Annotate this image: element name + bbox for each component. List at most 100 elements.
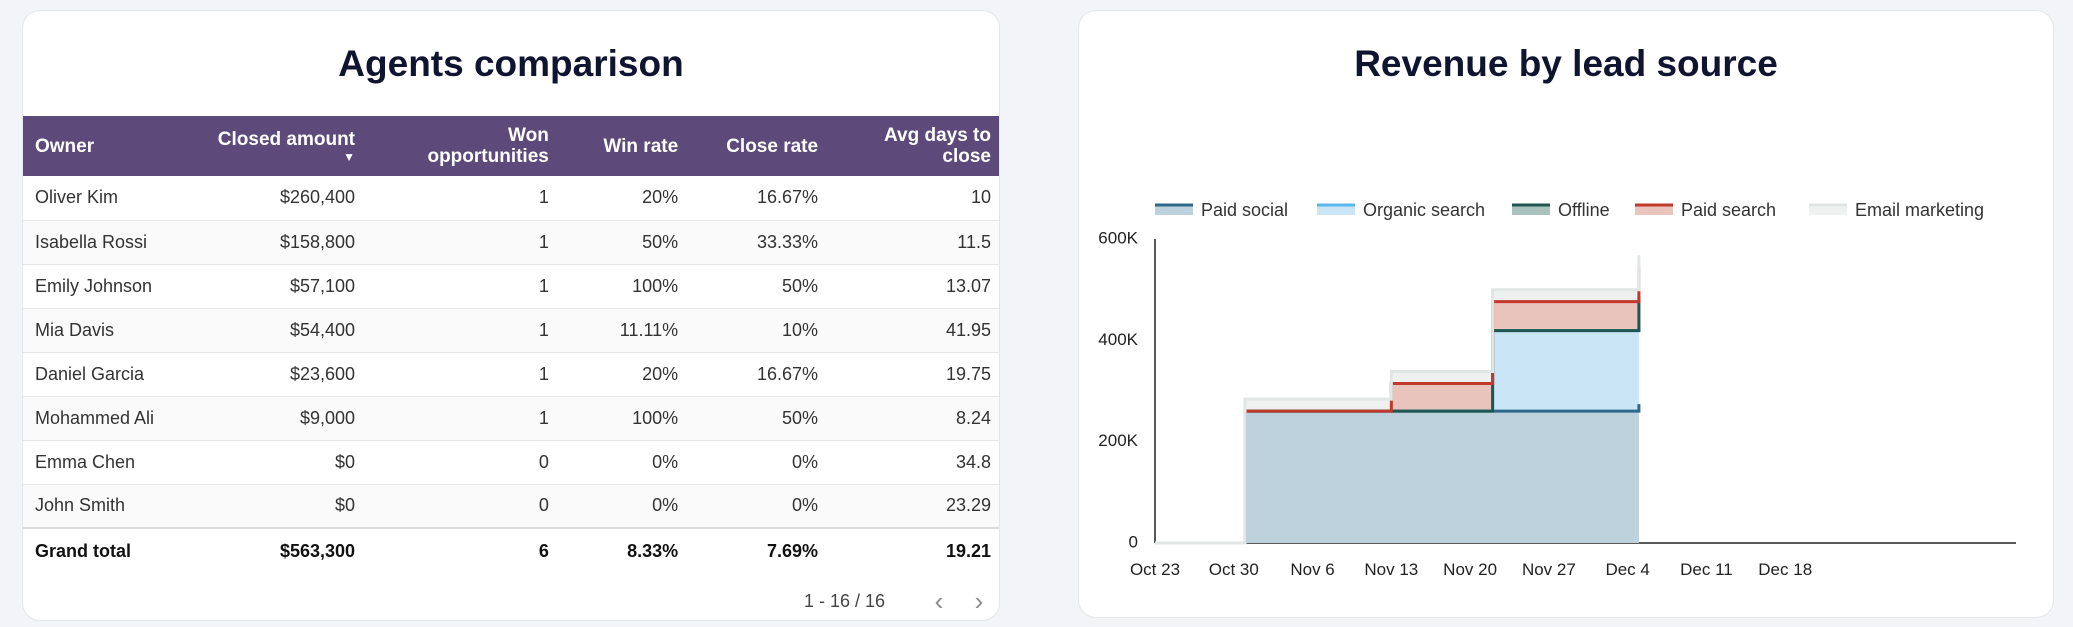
table-cell: 8.24 xyxy=(955,407,991,428)
column-header-1[interactable]: Closed amount ▼ xyxy=(182,116,365,176)
column-header-label: close xyxy=(942,146,991,167)
column-header-5[interactable]: Avg days to close xyxy=(828,116,999,176)
table-cell: $54,400 xyxy=(289,319,356,340)
table-cell: 50% xyxy=(782,275,819,296)
table-cell: 0% xyxy=(652,495,679,516)
legend-swatch xyxy=(1635,205,1673,215)
table-cell: Emma Chen xyxy=(35,451,136,472)
table-cell: $57,100 xyxy=(289,275,356,296)
table-cell: 23.29 xyxy=(945,495,991,516)
table-cell: 1 xyxy=(538,231,549,252)
table-cell: 13.07 xyxy=(945,275,991,296)
legend-swatch xyxy=(1317,205,1355,215)
table-header-row: Owner Closed amount ▼ Won opportunities Win r… xyxy=(23,116,999,176)
table-cell: Isabella Rossi xyxy=(35,231,148,252)
table-cell: 0 xyxy=(538,495,549,516)
x-tick-label: Oct 23 xyxy=(1130,560,1180,579)
legend-swatch xyxy=(1809,205,1847,215)
y-tick-label: 400K xyxy=(1098,330,1138,349)
grand-total-row: Grand total $563,300 6 8.33% 7.69% 19.21 xyxy=(23,528,999,574)
legend-label: Paid social xyxy=(1201,200,1288,220)
table-cell: Mohammed Ali xyxy=(35,407,155,428)
x-tick-label: Nov 6 xyxy=(1290,560,1334,579)
table-cell: 50% xyxy=(782,407,819,428)
table-cell: 10 xyxy=(970,187,991,208)
table-cell: $23,600 xyxy=(289,363,356,384)
area-paid-social xyxy=(1155,404,1639,543)
table-cell: 100% xyxy=(632,275,679,296)
table-cell: 1 xyxy=(538,275,549,296)
column-header-2[interactable]: Won opportunities xyxy=(365,116,559,176)
x-tick-label: Nov 13 xyxy=(1364,560,1418,579)
grand-total-cell: Grand total xyxy=(35,541,132,561)
chevron-right-icon[interactable]: › xyxy=(974,586,984,616)
y-tick-label: 200K xyxy=(1098,431,1138,450)
table-cell: $260,400 xyxy=(279,187,356,208)
column-header-0[interactable]: Owner xyxy=(23,116,182,176)
column-header-3[interactable]: Win rate xyxy=(559,116,688,176)
table-cell: 19.75 xyxy=(945,363,991,384)
table-cell: 50% xyxy=(642,231,679,252)
pagination: 1 - 16 / 16 ‹ › xyxy=(804,586,999,616)
pagination-range: 1 - 16 / 16 xyxy=(803,590,885,611)
grand-total-cell: 6 xyxy=(538,541,549,561)
table-cell: Mia Davis xyxy=(35,319,115,340)
column-header-label: Close rate xyxy=(726,135,819,157)
column-header-label: Win rate xyxy=(603,135,679,157)
table-cell: $0 xyxy=(334,451,356,472)
chart-title: Revenue by lead source xyxy=(1354,43,1778,84)
table-cell: 16.67% xyxy=(757,363,819,384)
table-cell: 34.8 xyxy=(955,451,991,472)
table-cell: 41.95 xyxy=(945,319,991,340)
legend-label: Email marketing xyxy=(1855,200,1984,220)
table-cell: 0 xyxy=(538,451,549,472)
grand-total-cell: 7.69% xyxy=(767,541,819,561)
revenue-area-chart: Paid social Organic search Offline Paid sea… xyxy=(1098,200,2016,579)
x-tick-label: Dec 11 xyxy=(1680,560,1733,579)
table-cell: Oliver Kim xyxy=(35,187,119,208)
table-cell: 11.5 xyxy=(957,231,991,252)
column-header-label: Won xyxy=(508,125,549,146)
area-organic-search xyxy=(1155,323,1639,543)
x-tick-label: Oct 30 xyxy=(1209,560,1259,579)
table-cell: 20% xyxy=(642,187,679,208)
table-cell: 20% xyxy=(642,363,679,384)
table-row: Emma Chen $0 0 0% 0% 34.8 xyxy=(23,440,999,484)
legend-swatch xyxy=(1512,205,1550,215)
table-row: Isabella Rossi $158,800 1 50% 33.33% 11.5 xyxy=(23,220,999,264)
agents-comparison-card: Agents comparison Owner Closed amount ▼ Won… xyxy=(22,10,1000,621)
series-line-email-marketing xyxy=(1155,255,1641,545)
table-cell: 1 xyxy=(538,363,549,384)
area-paid-search xyxy=(1155,267,1639,543)
table-cell: 0% xyxy=(792,495,819,516)
table-cell: 1 xyxy=(538,407,549,428)
agents-table: Owner Closed amount ▼ Won opportunities Win r… xyxy=(23,116,999,574)
column-header-label: opportunities xyxy=(427,146,549,167)
table-cell: 0% xyxy=(652,451,679,472)
sort-desc-icon: ▼ xyxy=(343,150,356,164)
table-row: Mia Davis $54,400 1 11.11% 10% 41.95 xyxy=(23,308,999,352)
legend-label: Paid search xyxy=(1681,200,1776,220)
y-tick-label: 0 xyxy=(1129,532,1138,551)
table-row: Emily Johnson $57,100 1 100% 50% 13.07 xyxy=(23,264,999,308)
column-header-4[interactable]: Close rate xyxy=(688,116,828,176)
table-cell: 1 xyxy=(538,319,549,340)
x-tick-label: Dec 18 xyxy=(1758,560,1812,579)
table-cell: 10% xyxy=(782,319,819,340)
chevron-left-icon[interactable]: ‹ xyxy=(934,586,944,616)
table-cell: 11.11% xyxy=(619,319,679,340)
table-cell: Daniel Garcia xyxy=(35,363,145,384)
column-header-label: Closed amount xyxy=(217,129,356,150)
legend-label: Offline xyxy=(1558,200,1610,220)
table-cell: John Smith xyxy=(35,495,126,516)
x-tick-label: Nov 27 xyxy=(1522,560,1576,579)
table-cell: 0% xyxy=(792,451,819,472)
table-row: Oliver Kim $260,400 1 20% 16.67% 10 xyxy=(23,176,999,220)
legend-swatch xyxy=(1155,205,1193,215)
table-cell: $9,000 xyxy=(299,407,356,428)
grand-total-cell: 8.33% xyxy=(627,541,679,561)
grand-total-cell: $563,300 xyxy=(279,541,356,561)
table-row: Daniel Garcia $23,600 1 20% 16.67% 19.75 xyxy=(23,352,999,396)
table-cell: $0 xyxy=(334,495,356,516)
x-tick-label: Nov 20 xyxy=(1443,560,1497,579)
